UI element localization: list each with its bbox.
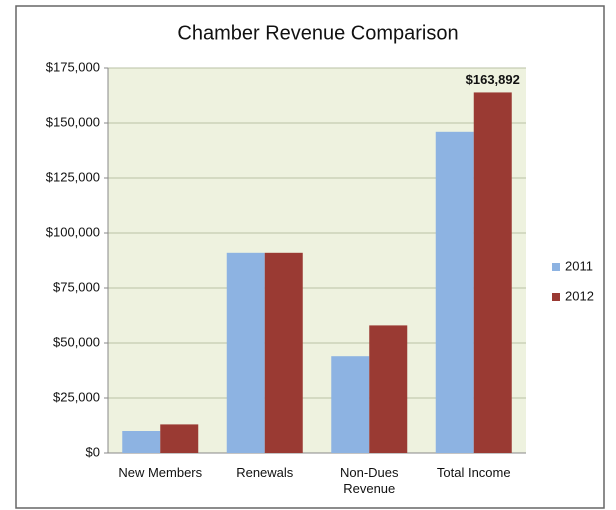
legend-label: 2011 (565, 258, 593, 273)
y-tick-label: $75,000 (53, 279, 100, 294)
x-tick-label: Renewals (236, 465, 294, 480)
bar (160, 424, 199, 453)
legend-label: 2012 (565, 288, 594, 303)
y-tick-label: $175,000 (46, 59, 100, 74)
y-tick-label: $25,000 (53, 389, 100, 404)
x-tick-label: Total Income (436, 465, 511, 480)
y-tick-label: $125,000 (46, 169, 100, 184)
bar (264, 252, 303, 453)
y-tick-label: $0 (86, 444, 100, 459)
bar (226, 252, 265, 453)
y-tick-label: $150,000 (46, 114, 100, 129)
y-tick-label: $100,000 (46, 224, 100, 239)
legend-swatch (552, 263, 560, 271)
y-tick-label: $50,000 (53, 334, 100, 349)
x-tick-label: New Members (118, 465, 203, 480)
bar (435, 131, 474, 454)
x-tick-label: Non-Dues Revenue (339, 465, 399, 496)
bar (122, 431, 161, 453)
chart-title: Chamber Revenue Comparison (177, 22, 458, 44)
bar (331, 356, 370, 453)
legend-swatch (552, 293, 560, 301)
bar (473, 92, 512, 454)
data-label: $163,892 (466, 72, 520, 87)
bar (369, 325, 408, 453)
